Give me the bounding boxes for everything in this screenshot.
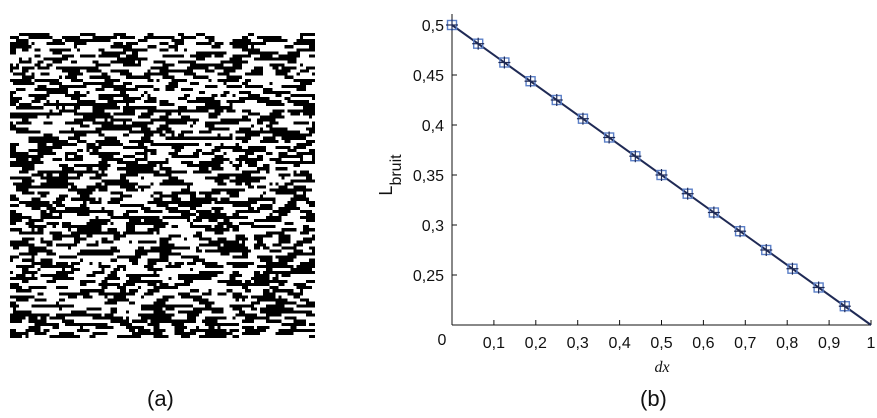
data-point-marker — [838, 300, 851, 313]
x-axis-label: dx — [654, 359, 669, 376]
data-point-marker — [472, 37, 485, 50]
y-tick-label: 0,25 — [413, 268, 444, 285]
data-point-marker — [446, 19, 458, 31]
x-tick-label: 0,7 — [734, 335, 756, 352]
x-tick-label: 0,6 — [692, 335, 714, 352]
x-tick-label: 0,8 — [776, 335, 798, 352]
binary-noise-texture-image — [10, 33, 315, 338]
x-tick-label: 0,4 — [608, 335, 630, 352]
panel-b-caption: (b) — [640, 386, 667, 411]
y-tick-label: 0,3 — [422, 218, 444, 235]
data-point-marker — [707, 206, 720, 219]
y-axis-label-subscript: bruit — [388, 154, 405, 186]
data-point-marker — [498, 56, 511, 69]
data-point-marker — [524, 75, 537, 88]
data-series — [446, 19, 872, 326]
y-tick-label: 0,45 — [413, 68, 444, 85]
x-tick-label: 0 — [438, 332, 447, 349]
x-tick-label: 0,9 — [818, 335, 840, 352]
data-point-marker — [603, 131, 616, 144]
x-tick-label: 0,5 — [650, 335, 672, 352]
panel-a-caption: (a) — [147, 386, 174, 411]
data-point-marker — [629, 150, 642, 163]
data-point-marker — [734, 225, 747, 238]
data-point-marker — [550, 94, 563, 106]
y-tick-label: 0,35 — [413, 168, 444, 185]
data-point-marker — [812, 281, 825, 294]
x-tick-label: 1 — [867, 335, 876, 352]
data-point-marker — [681, 187, 694, 200]
y-axis-label: Lbruit — [376, 154, 405, 196]
data-point-marker — [576, 112, 589, 125]
y-tick-label: 0,5 — [422, 18, 444, 35]
y-axis-label-main: L — [376, 186, 396, 196]
x-tick-label: 0,3 — [567, 335, 589, 352]
data-point-marker — [655, 169, 668, 181]
x-ticks: 0 0,1 0,2 0,3 0,4 0,5 0,6 0,7 0,8 0,9 1 — [438, 320, 876, 352]
x-tick-label: 0,2 — [525, 335, 547, 352]
data-point-marker — [760, 244, 773, 256]
x-tick-label: 0,1 — [483, 335, 505, 352]
data-point-marker — [786, 262, 799, 275]
y-tick-label: 0,4 — [422, 118, 444, 135]
y-ticks: 0,25 0,3 0,35 0,4 0,45 0,5 — [413, 18, 457, 285]
